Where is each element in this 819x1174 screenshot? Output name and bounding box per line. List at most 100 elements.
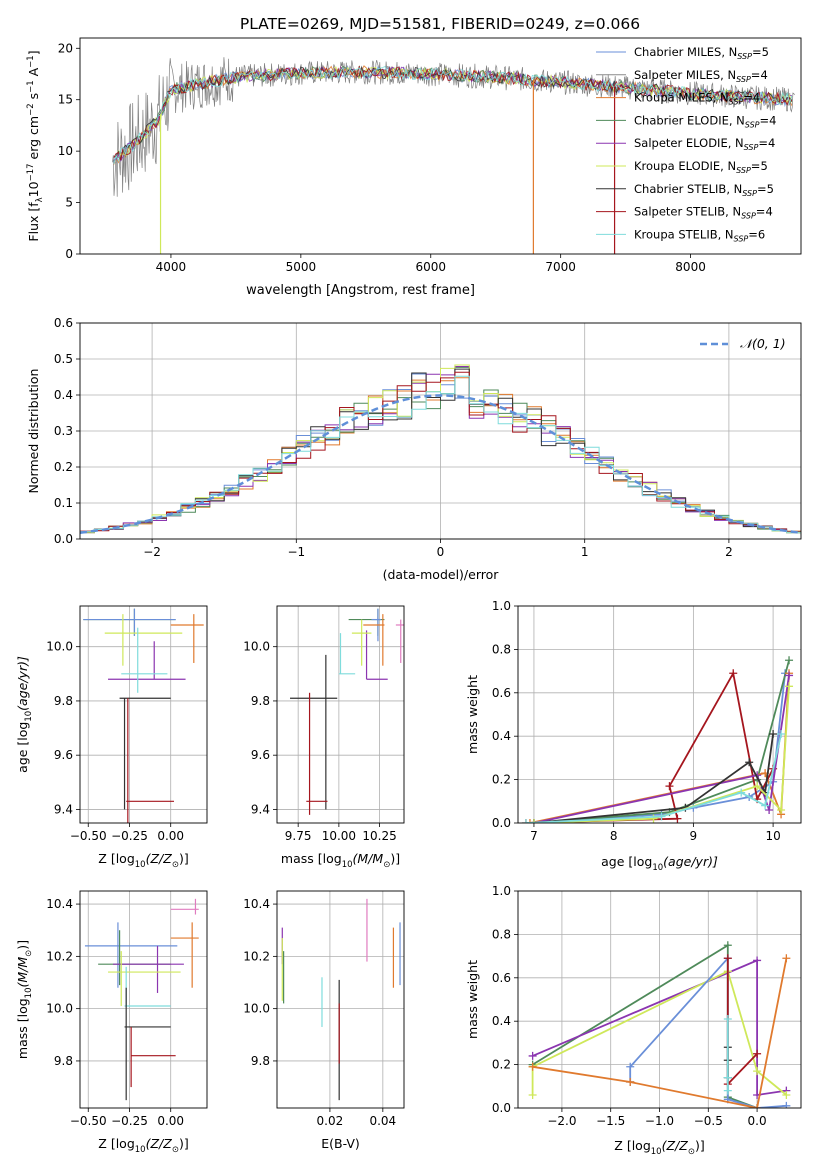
axes-frame: [79, 890, 208, 1109]
weight-marker: [528, 1062, 537, 1071]
y-axis-label: Flux [fλ10−17 erg cm−2 s−1 A−1]: [26, 50, 45, 241]
weight-marker: [769, 730, 778, 739]
weight-marker: [753, 1067, 762, 1076]
x-axis-label-part: Z [log: [98, 1136, 134, 1151]
weight-marker: [782, 954, 791, 963]
y-tick-label: 20: [58, 41, 73, 55]
y-tick-label: 0.4: [54, 388, 73, 402]
weight-line: [533, 686, 790, 823]
weight-marker: [777, 730, 786, 739]
weight-marker: [673, 814, 682, 823]
y-tick-label: 0.2: [492, 1058, 511, 1072]
y-tick-label: 10.0: [46, 1002, 73, 1016]
weight-line: [525, 670, 774, 823]
age_vs_mass-panel: 9.75 10.00 10.25 9.4 9.6 9.8 10.0 mass [log10(M…: [243, 605, 405, 870]
weight-marker: [723, 1015, 732, 1024]
weight-marker: [528, 1051, 537, 1060]
legend-nssp: 4: [760, 68, 767, 82]
y-axis-label: mass weight: [465, 675, 480, 754]
legend-series-name: Chabrier ELODIE: [634, 113, 729, 127]
legend-label: Chabrier MILES, NSSP=5: [634, 45, 769, 61]
y-tick-label: 9.8: [251, 694, 270, 708]
y-tick-label: 0.8: [492, 927, 511, 941]
x-tick-label: −0.25: [111, 1114, 148, 1128]
x-tick-label: 9: [690, 829, 698, 843]
legend-n: , N: [728, 136, 744, 150]
x-tick-label: −1: [287, 545, 305, 559]
x-tick-label: −0.50: [70, 829, 107, 843]
legend-label: Chabrier STELIB, NSSP=5: [634, 182, 774, 198]
legend-label: Salpeter STELIB, NSSP=4: [634, 205, 773, 221]
weight-marker: [753, 1049, 762, 1058]
y-axis-label-part: Flux [f: [26, 202, 41, 242]
legend-ssp: SSP: [741, 212, 756, 221]
y-tick-label: 0.5: [54, 352, 73, 366]
weight-marker: [521, 819, 530, 823]
y-tick-label: 9.4: [251, 802, 270, 816]
y-tick-label: 10.4: [46, 897, 73, 911]
weight-marker: [525, 819, 534, 823]
x-tick-label: 8: [610, 829, 618, 843]
x-tick-label: 10.25: [362, 829, 396, 843]
x-axis-label: (data-model)/error: [383, 567, 500, 582]
y-axis-label-part: −17: [26, 163, 36, 181]
x-axis-label-part: ⊙: [172, 860, 179, 870]
legend-eq: =: [748, 227, 758, 241]
legend-series-name: Salpeter MILES: [634, 68, 720, 82]
x-axis-label: mass [log10(M/M⊙)]: [281, 851, 400, 870]
x-axis-label: wavelength [Angstrom, rest frame]: [246, 283, 475, 298]
legend-eq: =: [758, 136, 768, 150]
weight-marker: [529, 819, 538, 823]
x-tick-label: −2.0: [547, 1114, 576, 1128]
legend-n: , N: [720, 68, 736, 82]
mass_vs_Z-panel: −0.50 −0.25 0.009.810.010.210.4Z [log10(Z/…: [15, 890, 208, 1155]
y-tick-label: 10.2: [243, 949, 270, 963]
legend-label: Kroupa ELODIE, NSSP=5: [634, 159, 768, 175]
legend-eq: =: [752, 45, 762, 59]
x-tick-label: 8000: [675, 260, 706, 274]
y-axis-label-part: )]: [15, 940, 30, 950]
legend-eq: =: [743, 91, 753, 105]
y-axis-label-part: λ: [35, 197, 45, 202]
y-tick-label: 0.6: [54, 316, 73, 330]
y-tick-label: 9.4: [54, 802, 73, 816]
y-axis-label: mass weight: [465, 960, 480, 1039]
y-tick-label: 0.3: [54, 424, 73, 438]
x-tick-label: 9.75: [285, 829, 312, 843]
legend-label: Salpeter MILES, NSSP=4: [634, 68, 768, 84]
x-tick-label: 0.00: [157, 1114, 184, 1128]
legend-series-name: Salpeter ELODIE: [634, 136, 728, 150]
x-tick-label: 0.02: [317, 1114, 344, 1128]
legend-n: , N: [729, 113, 745, 127]
y-axis-label: age [log10(age/yr)]: [15, 656, 34, 773]
legend-n: , N: [725, 205, 741, 219]
x-axis-label-part: (M/M: [353, 851, 384, 866]
y-axis-label: Normed distribution: [26, 369, 41, 494]
x-tick-label: 0.0: [748, 1114, 767, 1128]
y-axis-label-part: −1: [26, 80, 36, 93]
legend-nssp: 6: [758, 227, 765, 241]
weight-lines: [528, 941, 791, 1108]
legend-ssp: SSP: [745, 120, 760, 129]
gaussian-curve: [80, 394, 801, 534]
x-tick-label: 7000: [545, 260, 576, 274]
y-tick-label: 15: [58, 93, 73, 107]
x-axis-label-part: Z [log: [98, 851, 134, 866]
weight-marker: [753, 1104, 762, 1108]
weight-marker: [626, 1062, 635, 1071]
x-axis-label-part: )]: [695, 1138, 705, 1153]
spectrum-model-line: [113, 66, 793, 161]
y-axis-label-part: mass [log: [15, 998, 30, 1059]
x-axis-label-part: )]: [179, 1136, 189, 1151]
y-tick-label: 0.2: [492, 773, 511, 787]
errorbars: [83, 608, 204, 823]
y-axis-label-part: 10: [24, 711, 34, 722]
y-tick-label: 0.1: [54, 496, 73, 510]
figure-title: PLATE=0269, MJD=51581, FIBERID=0249, z=0…: [240, 15, 640, 33]
legend-ssp: SSP: [736, 166, 751, 175]
errorbars: [281, 898, 401, 1101]
x-axis-label-part: 10: [651, 1147, 662, 1157]
histogram-step: [80, 375, 801, 535]
x-axis-label-part: mass [log: [281, 851, 342, 866]
